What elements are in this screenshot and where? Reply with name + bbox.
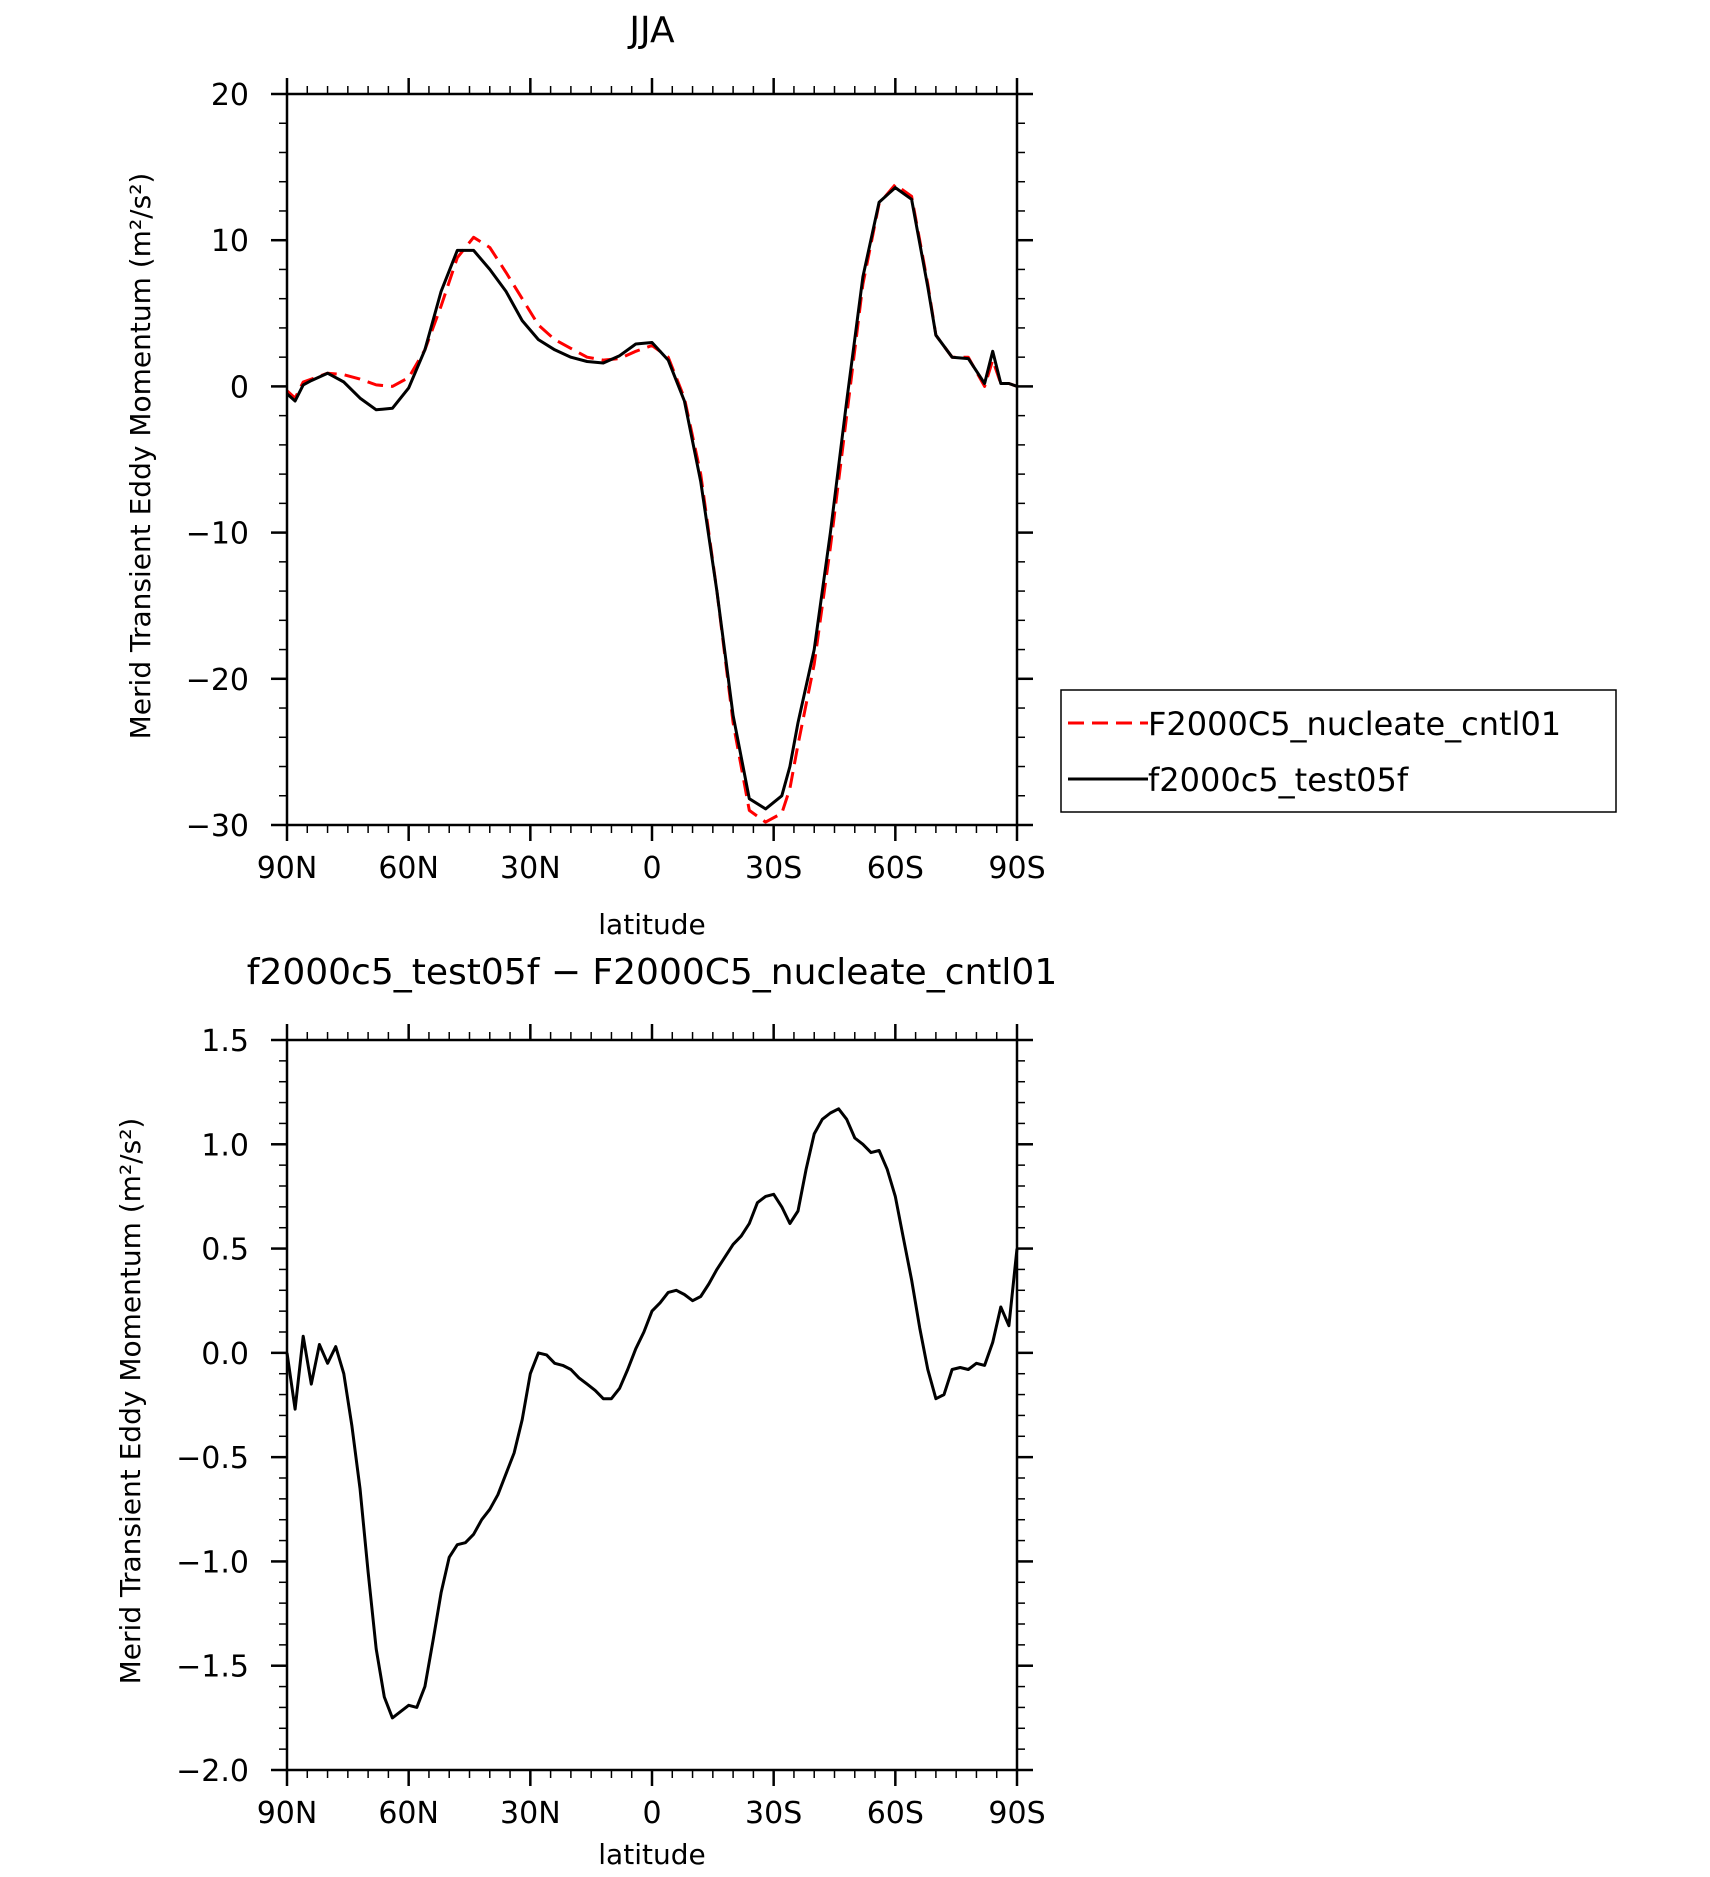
bottom-chart-title: f2000c5_test05f − F2000C5_nucleate_cntl0… <box>247 952 1057 993</box>
bottom-chart-panel: f2000c5_test05f − F2000C5_nucleate_cntl0… <box>114 952 1057 1871</box>
top-chart-y-tick-label: 10 <box>211 224 249 259</box>
bottom-chart-y-tick-label: 1.0 <box>201 1128 249 1163</box>
bottom-chart-y-tick-label: −2.0 <box>176 1754 249 1789</box>
legend-label-test05f: f2000c5_test05f <box>1148 761 1409 799</box>
top-chart-title: JJA <box>627 10 675 51</box>
top-chart-frame <box>285 92 1019 827</box>
top-chart-x-tick-label: 30S <box>745 851 802 886</box>
top-chart-ticks: 90N 60N 30N 0 30S 60S 90S −30 −20 −10 0 10 20 <box>186 78 1046 886</box>
top-chart-x-tick-label: 0 <box>642 851 661 886</box>
top-chart-x-tick-label: 60S <box>867 851 924 886</box>
bottom-chart-frame <box>285 1038 1019 1772</box>
bottom-chart-x-tick-label: 60S <box>867 1796 924 1831</box>
top-chart-x-axis-title: latitude <box>598 908 705 941</box>
bottom-chart-x-tick-label: 30N <box>500 1796 561 1831</box>
top-chart-x-tick-label: 90S <box>988 851 1045 886</box>
bottom-chart-ticks: 90N 60N 30N 0 30S 60S 90S −2.0 −1.5 −1.0 −0.5 0.0 0.… <box>176 1024 1046 1831</box>
bottom-chart-x-tick-label: 60N <box>378 1796 439 1831</box>
top-chart-x-tick-label: 90N <box>257 851 318 886</box>
bottom-chart-series <box>285 1107 1019 1720</box>
top-chart-y-tick-label: 20 <box>211 78 249 113</box>
top-chart-series <box>285 183 1018 824</box>
bottom-chart-y-axis-title: Merid Transient Eddy Momentum (m²/s²) <box>114 1118 147 1685</box>
bottom-chart-y-tick-label: −1.5 <box>176 1650 249 1685</box>
bottom-chart-y-tick-label: −1.0 <box>176 1545 249 1580</box>
bottom-chart-y-tick-label: 1.5 <box>201 1024 249 1059</box>
top-chart-y-tick-label: −10 <box>186 517 249 552</box>
bottom-chart-y-tick-label: 0.0 <box>201 1337 249 1372</box>
bottom-chart-y-tick-label: 0.5 <box>201 1233 249 1268</box>
legend: F2000C5_nucleate_cntl01 f2000c5_test05f <box>1060 689 1617 813</box>
bottom-chart-x-tick-label: 0 <box>642 1796 661 1831</box>
top-chart-y-tick-label: 0 <box>230 370 249 405</box>
bottom-chart-y-tick-label: −0.5 <box>176 1441 249 1476</box>
bottom-chart-x-tick-label: 90S <box>988 1796 1045 1831</box>
top-chart-x-tick-label: 30N <box>500 851 561 886</box>
top-chart-y-tick-label: −20 <box>186 663 249 698</box>
legend-box <box>1060 689 1617 813</box>
top-chart-panel: JJA Merid Transient Eddy Momentum (m²/s²… <box>124 10 1046 941</box>
top-chart-x-tick-label: 60N <box>378 851 439 886</box>
top-chart-y-axis-title: Merid Transient Eddy Momentum (m²/s²) <box>124 173 157 740</box>
top-chart-y-tick-label: −30 <box>186 809 249 844</box>
top-chart-series-line-f2000c5-test05f <box>285 186 1018 811</box>
legend-label-cntl01: F2000C5_nucleate_cntl01 <box>1148 705 1561 743</box>
bottom-chart-x-tick-label: 30S <box>745 1796 802 1831</box>
bottom-chart-series-line-0 <box>285 1107 1019 1720</box>
bottom-chart-x-axis-title: latitude <box>598 1838 705 1871</box>
bottom-chart-x-tick-label: 90N <box>257 1796 318 1831</box>
